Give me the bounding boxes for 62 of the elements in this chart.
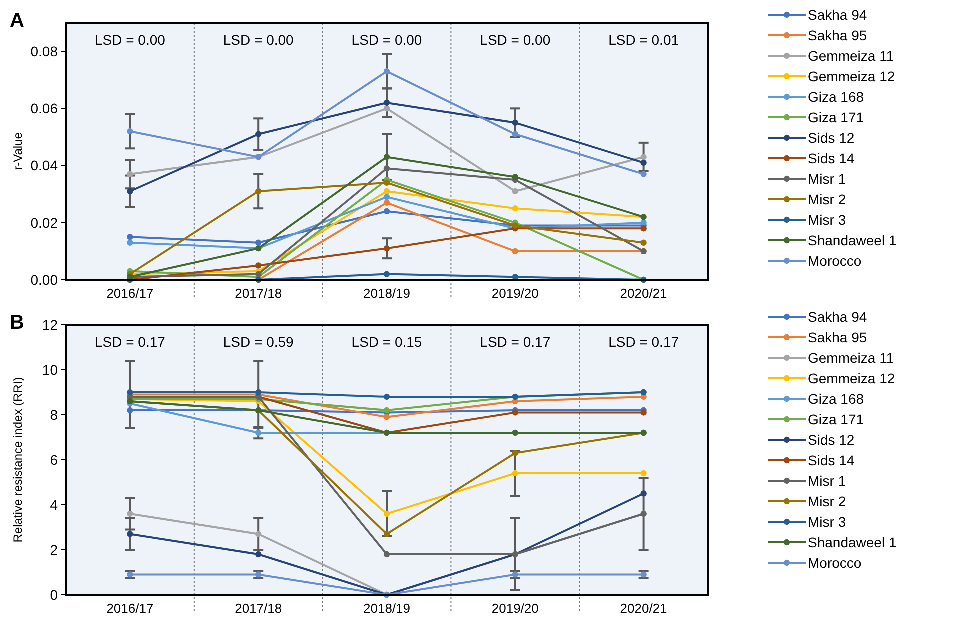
annotation: LSD = 0.00 xyxy=(223,32,294,48)
y-axis-title: Relative resistance index (RRI) xyxy=(11,377,25,543)
y-axis-title: r-Value xyxy=(11,132,25,170)
legend-label: Morocco xyxy=(808,252,862,269)
legend-label: Shandaweel 1 xyxy=(808,534,897,550)
legend-label: Morocco xyxy=(808,554,862,571)
y-tick-label: 0.08 xyxy=(30,43,58,60)
y-tick-label: 8 xyxy=(50,406,58,423)
legend-label: Giza 168 xyxy=(808,88,864,105)
legend-label: Gemmeiza 11 xyxy=(808,48,894,64)
y-tick-label: 2 xyxy=(50,542,58,558)
annotation: LSD = 0.00 xyxy=(94,32,166,48)
x-tick-label: 2017/18 xyxy=(235,286,282,301)
annotation: LSD = 0.00 xyxy=(480,32,551,48)
legend-label: Misr 3 xyxy=(808,514,846,530)
y-tick-label: 6 xyxy=(50,452,58,468)
y-tick-label: 0.02 xyxy=(30,214,58,231)
legend-label: Misr 1 xyxy=(808,472,846,489)
legend-label: Sakha 95 xyxy=(808,329,868,346)
legend-label: Gemmeiza 11 xyxy=(808,350,894,366)
legend-label: Sakha 95 xyxy=(808,27,868,44)
legend-label: Misr 2 xyxy=(808,191,846,208)
x-tick-label: 2019/20 xyxy=(492,286,539,301)
annotation: LSD = 0.17 xyxy=(480,334,551,350)
legend-label: Shandaweel 1 xyxy=(808,232,897,248)
legend-label: Misr 1 xyxy=(808,170,846,187)
legend-label: Misr 3 xyxy=(808,212,846,228)
legend-label: Sids 12 xyxy=(808,432,855,448)
legend-label: Sakha 94 xyxy=(808,308,868,325)
y-tick-label: 10 xyxy=(42,362,58,378)
legend-label: Gemmeiza 12 xyxy=(808,68,896,84)
y-tick-label: 0.06 xyxy=(30,100,58,117)
annotation: LSD = 0.00 xyxy=(352,32,422,48)
chart-title: A xyxy=(10,10,24,32)
x-tick-label: 2019/20 xyxy=(492,601,539,616)
legend-label: Sakha 94 xyxy=(808,6,868,23)
legend-label: Sids 12 xyxy=(808,130,855,146)
annotation: LSD = 0.17 xyxy=(608,334,680,350)
annotation: LSD = 0.01 xyxy=(608,32,680,48)
chart-title: B xyxy=(10,312,24,334)
annotation: LSD = 0.17 xyxy=(94,334,166,350)
legend-label: Sids 14 xyxy=(808,452,855,468)
y-tick-label: 12 xyxy=(42,316,58,333)
legend-label: Giza 168 xyxy=(808,390,864,407)
x-tick-label: 2017/18 xyxy=(235,601,282,616)
x-tick-label: 2020/21 xyxy=(620,601,668,616)
legend-label: Giza 171 xyxy=(808,411,864,428)
legend-label: Gemmeiza 12 xyxy=(808,370,896,386)
y-tick-label: 0 xyxy=(50,586,58,603)
y-tick-label: 0.00 xyxy=(30,272,58,288)
x-tick-label: 2018/19 xyxy=(364,286,410,301)
annotation: LSD = 0.59 xyxy=(223,334,294,350)
y-tick-label: 4 xyxy=(50,496,58,513)
y-tick-label: 0.04 xyxy=(30,158,58,174)
legend-label: Giza 171 xyxy=(808,109,864,126)
x-tick-label: 2018/19 xyxy=(364,601,410,616)
annotation: LSD = 0.15 xyxy=(352,334,422,350)
x-tick-label: 2016/17 xyxy=(106,286,154,301)
legend-label: Misr 2 xyxy=(808,493,846,510)
x-tick-label: 2016/17 xyxy=(106,601,154,616)
legend-label: Sids 14 xyxy=(808,150,855,166)
x-tick-label: 2020/21 xyxy=(620,286,668,301)
